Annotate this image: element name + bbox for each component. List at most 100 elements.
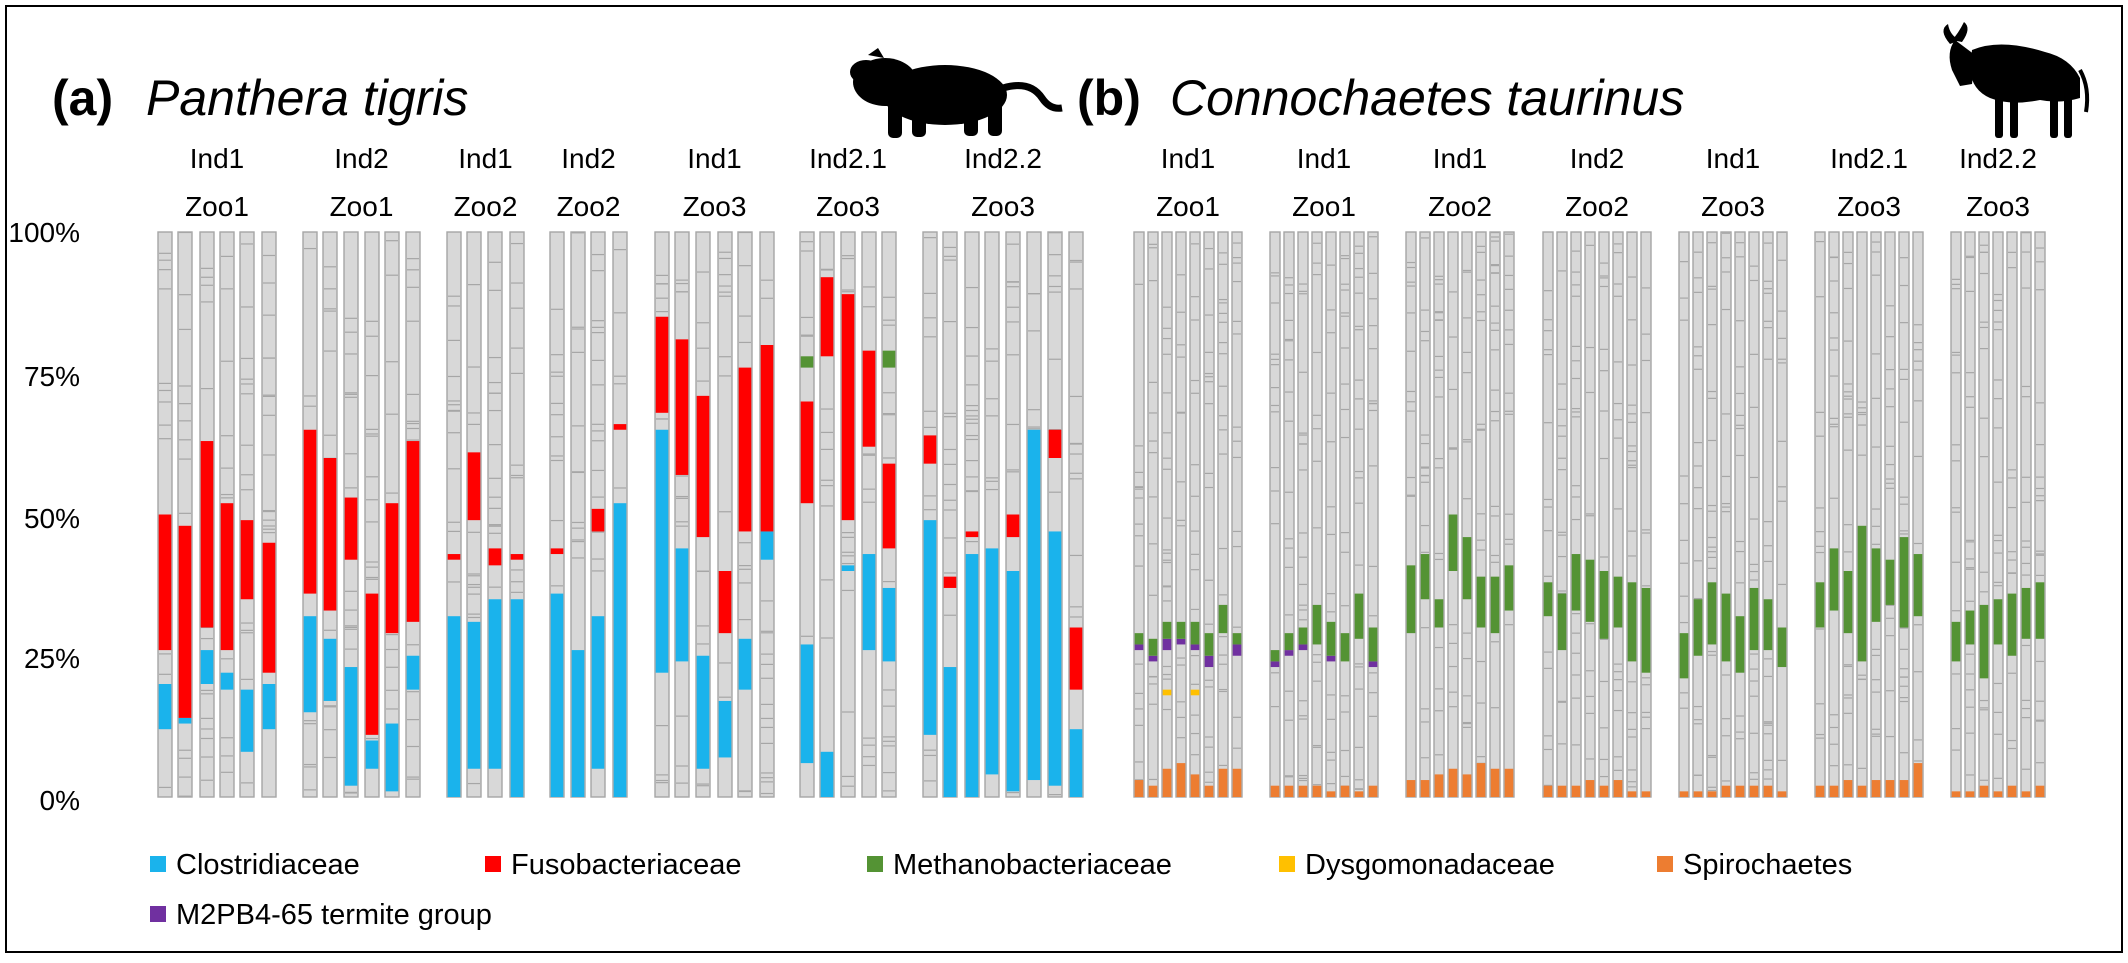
stacked-bar xyxy=(1367,231,1379,798)
bar-background xyxy=(1161,231,1173,798)
segment-m2pb4-65-termite-group xyxy=(1298,644,1308,651)
y-tick-label: 100% xyxy=(8,217,80,248)
bar-background xyxy=(1405,231,1417,798)
group-label-individual: Ind1 xyxy=(1161,143,1216,174)
bar-background xyxy=(1283,231,1295,798)
segment-spirochaetes xyxy=(1721,785,1731,797)
stacked-bar xyxy=(1640,231,1652,798)
segment-methanobacteriaceae xyxy=(1504,565,1514,611)
stacked-bar xyxy=(1978,231,1990,798)
bar-background xyxy=(1461,231,1473,798)
segment-methanobacteriaceae xyxy=(1885,559,1895,605)
stacked-bar xyxy=(364,231,380,798)
group-label-individual: Ind1 xyxy=(458,143,513,174)
segment-methanobacteriaceae xyxy=(1749,587,1759,651)
bar-background xyxy=(1147,231,1159,798)
stacked-bar xyxy=(1842,231,1854,798)
stacked-bar xyxy=(1734,231,1746,798)
group-label-zoo: Zoo3 xyxy=(1837,191,1901,222)
group-label-individual: Ind2 xyxy=(561,143,616,174)
bar-background xyxy=(1489,231,1501,798)
stacked-bar xyxy=(1231,231,1243,798)
bar-background xyxy=(674,231,690,798)
legend-label-fusobacteriaceae: Fusobacteriaceae xyxy=(511,849,742,881)
segment-fusobacteriaceae xyxy=(1006,514,1020,538)
group-label-individual: Ind1 xyxy=(190,143,245,174)
bar-background xyxy=(1842,231,1854,798)
segment-clostridiaceae xyxy=(738,638,752,690)
bar-background xyxy=(1692,231,1704,798)
stacked-bar xyxy=(1325,231,1337,798)
segment-methanobacteriaceae xyxy=(800,356,814,368)
legend-swatch-dysgomonadaceae xyxy=(1279,856,1295,872)
bar-background xyxy=(1231,231,1243,798)
segment-fusobacteriaceae xyxy=(862,350,876,447)
segment-clostridiaceae xyxy=(862,554,876,651)
segment-methanobacteriaceae xyxy=(2007,593,2017,656)
segment-clostridiaceae xyxy=(1048,531,1062,786)
stacked-bar xyxy=(1217,231,1229,798)
stacked-bar xyxy=(1005,231,1021,798)
stacked-bar xyxy=(1489,231,1501,798)
segment-spirochaetes xyxy=(1693,791,1703,797)
segment-m2pb4-65-termite-group xyxy=(1284,650,1294,656)
segment-methanobacteriaceae xyxy=(1913,554,1923,617)
segment-fusobacteriaceae xyxy=(488,548,502,566)
bar-background xyxy=(2006,231,2018,798)
segment-spirochaetes xyxy=(1557,785,1567,797)
group-label-zoo: Zoo1 xyxy=(1292,191,1356,222)
segment-clostridiaceae xyxy=(467,621,481,769)
group-label-zoo: Zoo3 xyxy=(683,191,747,222)
segment-spirochaetes xyxy=(1679,791,1689,797)
segment-fusobacteriaceae xyxy=(841,294,855,521)
segment-fusobacteriaceae xyxy=(738,367,752,532)
segment-clostridiaceae xyxy=(718,700,732,758)
segment-spirochaetes xyxy=(2021,791,2031,797)
group-label-individual: Ind2 xyxy=(334,143,389,174)
segment-m2pb4-65-termite-group xyxy=(1190,644,1200,651)
stacked-bar xyxy=(1570,231,1582,798)
segment-methanobacteriaceae xyxy=(1448,514,1458,571)
y-tick-label: 0% xyxy=(40,785,80,816)
segment-spirochaetes xyxy=(1218,768,1228,797)
bar-background xyxy=(1884,231,1896,798)
stacked-bar xyxy=(717,231,733,798)
segment-clostridiaceae xyxy=(240,689,254,752)
group-label-zoo: Zoo3 xyxy=(1701,191,1765,222)
segment-spirochaetes xyxy=(1204,785,1214,797)
stacked-bar xyxy=(177,231,193,798)
y-tick-label: 25% xyxy=(24,643,80,674)
stacked-bar xyxy=(405,231,421,798)
legend-label-methanobacteriaceae: Methanobacteriaceae xyxy=(893,849,1172,881)
segment-methanobacteriaceae xyxy=(1476,576,1486,628)
stacked-bar xyxy=(1692,231,1704,798)
segment-clostridiaceae xyxy=(800,644,814,764)
stacked-bar xyxy=(799,231,815,798)
stacked-bar xyxy=(487,231,503,798)
panel-a-title: Panthera tigris xyxy=(146,70,468,126)
stacked-bar xyxy=(466,231,482,798)
stacked-bar xyxy=(674,231,690,798)
segment-fusobacteriaceae xyxy=(1069,627,1083,690)
segment-fusobacteriaceae xyxy=(447,554,461,560)
segment-spirochaetes xyxy=(1613,780,1623,797)
bar-background xyxy=(1433,231,1445,798)
stacked-bar xyxy=(343,231,359,798)
segment-spirochaetes xyxy=(1162,768,1172,797)
stacked-bar xyxy=(1992,231,2004,798)
segment-spirochaetes xyxy=(1504,768,1514,797)
bar-background xyxy=(1542,231,1554,798)
stacked-bar xyxy=(1405,231,1417,798)
group-label-zoo: Zoo1 xyxy=(1156,191,1220,222)
segment-clostridiaceae xyxy=(571,650,585,797)
segment-spirochaetes xyxy=(1857,785,1867,797)
bar-background xyxy=(1133,231,1145,798)
stacked-bar xyxy=(1584,231,1596,798)
stacked-bar xyxy=(570,231,586,798)
segment-methanobacteriaceae xyxy=(1232,633,1242,645)
y-tick-label: 75% xyxy=(24,361,80,392)
segment-fusobacteriaceae xyxy=(613,424,627,430)
stacked-bar xyxy=(1556,231,1568,798)
segment-methanobacteriaceae xyxy=(1270,650,1280,662)
